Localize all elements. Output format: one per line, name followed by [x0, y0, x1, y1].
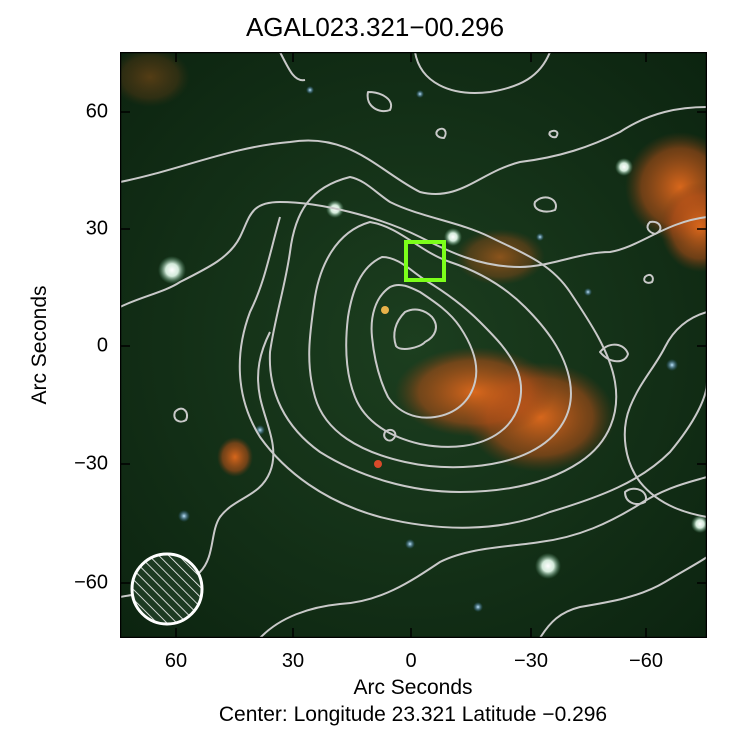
contour-level-outer-bottom2	[259, 476, 707, 638]
beam-indicator	[130, 552, 204, 626]
contour-small-9	[533, 196, 557, 213]
contour-level-outer-right	[623, 311, 707, 518]
contour-small-5	[383, 428, 397, 442]
y-tick-30: 30	[85, 217, 108, 240]
y-axis-label: Arc Seconds	[28, 285, 51, 405]
contour-level-3	[268, 176, 618, 493]
y-tick-60: 60	[85, 100, 108, 123]
x-tick-minus30: −30	[514, 650, 548, 672]
contour-small-8	[624, 487, 647, 505]
x-tick-0: 0	[405, 650, 417, 672]
contour-small-4	[173, 407, 188, 423]
contour-small-2	[435, 127, 447, 139]
contour-small-10	[646, 220, 662, 235]
contour-level-2	[238, 216, 707, 529]
x-axis-label: Arc Seconds	[353, 676, 473, 699]
x-tick-60: 60	[164, 650, 188, 672]
contour-level-1	[120, 106, 707, 195]
y-tick-minus60: −60	[74, 571, 108, 594]
source-marker-box	[404, 240, 446, 282]
contour-small-1	[366, 91, 393, 112]
sky-image-panel	[120, 52, 707, 638]
contour-small-6	[599, 343, 629, 363]
contour-level-1b	[279, 52, 551, 94]
y-tick-minus30: −30	[74, 452, 108, 475]
tick-marks	[120, 52, 707, 638]
emission-regions	[120, 52, 707, 477]
contour-level-7	[393, 308, 437, 350]
contour-level-1c	[120, 201, 707, 308]
contour-lines	[120, 52, 707, 638]
contour-level-6	[370, 283, 478, 419]
plot-frame	[120, 52, 707, 638]
y-tick-0: 0	[96, 334, 108, 357]
contour-small-7	[643, 273, 654, 284]
contour-level-4	[308, 221, 572, 469]
x-tick-30: 30	[281, 650, 305, 672]
image-title: AGAL023.321−00.296	[245, 12, 505, 42]
x-tick-minus60: −60	[629, 650, 663, 672]
contour-small-3	[548, 129, 559, 139]
contour-level-5	[345, 256, 522, 448]
center-coordinates: Center: Longitude 23.321 Latitude −0.296	[218, 703, 608, 726]
contour-level-outer-bottom3	[539, 556, 707, 638]
